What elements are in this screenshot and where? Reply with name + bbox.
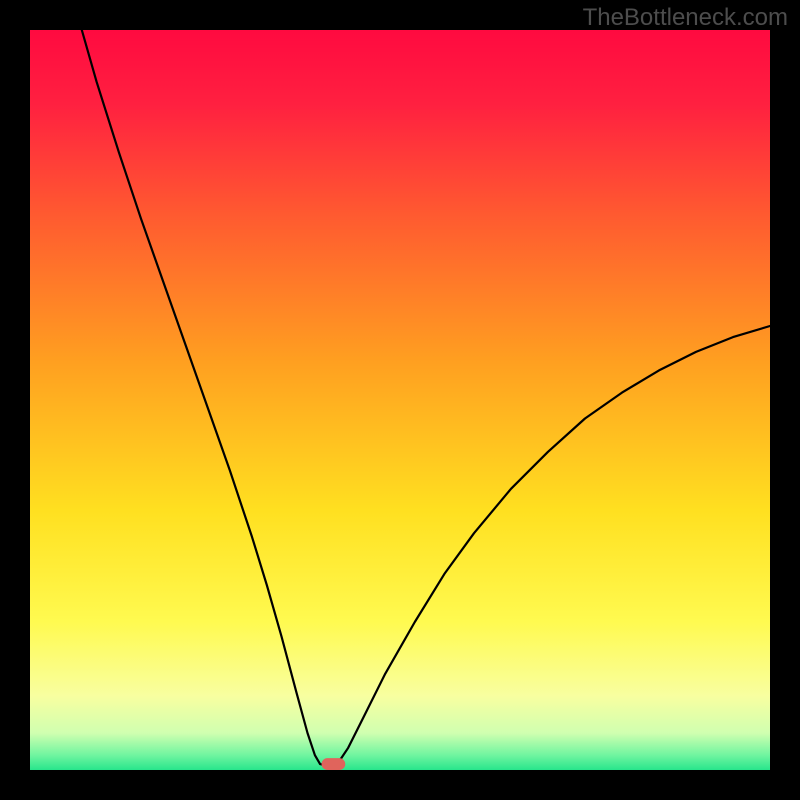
plot-background xyxy=(30,30,770,770)
valley-marker xyxy=(322,758,346,770)
chart-stage: TheBottleneck.com xyxy=(0,0,800,800)
chart-svg xyxy=(0,0,800,800)
